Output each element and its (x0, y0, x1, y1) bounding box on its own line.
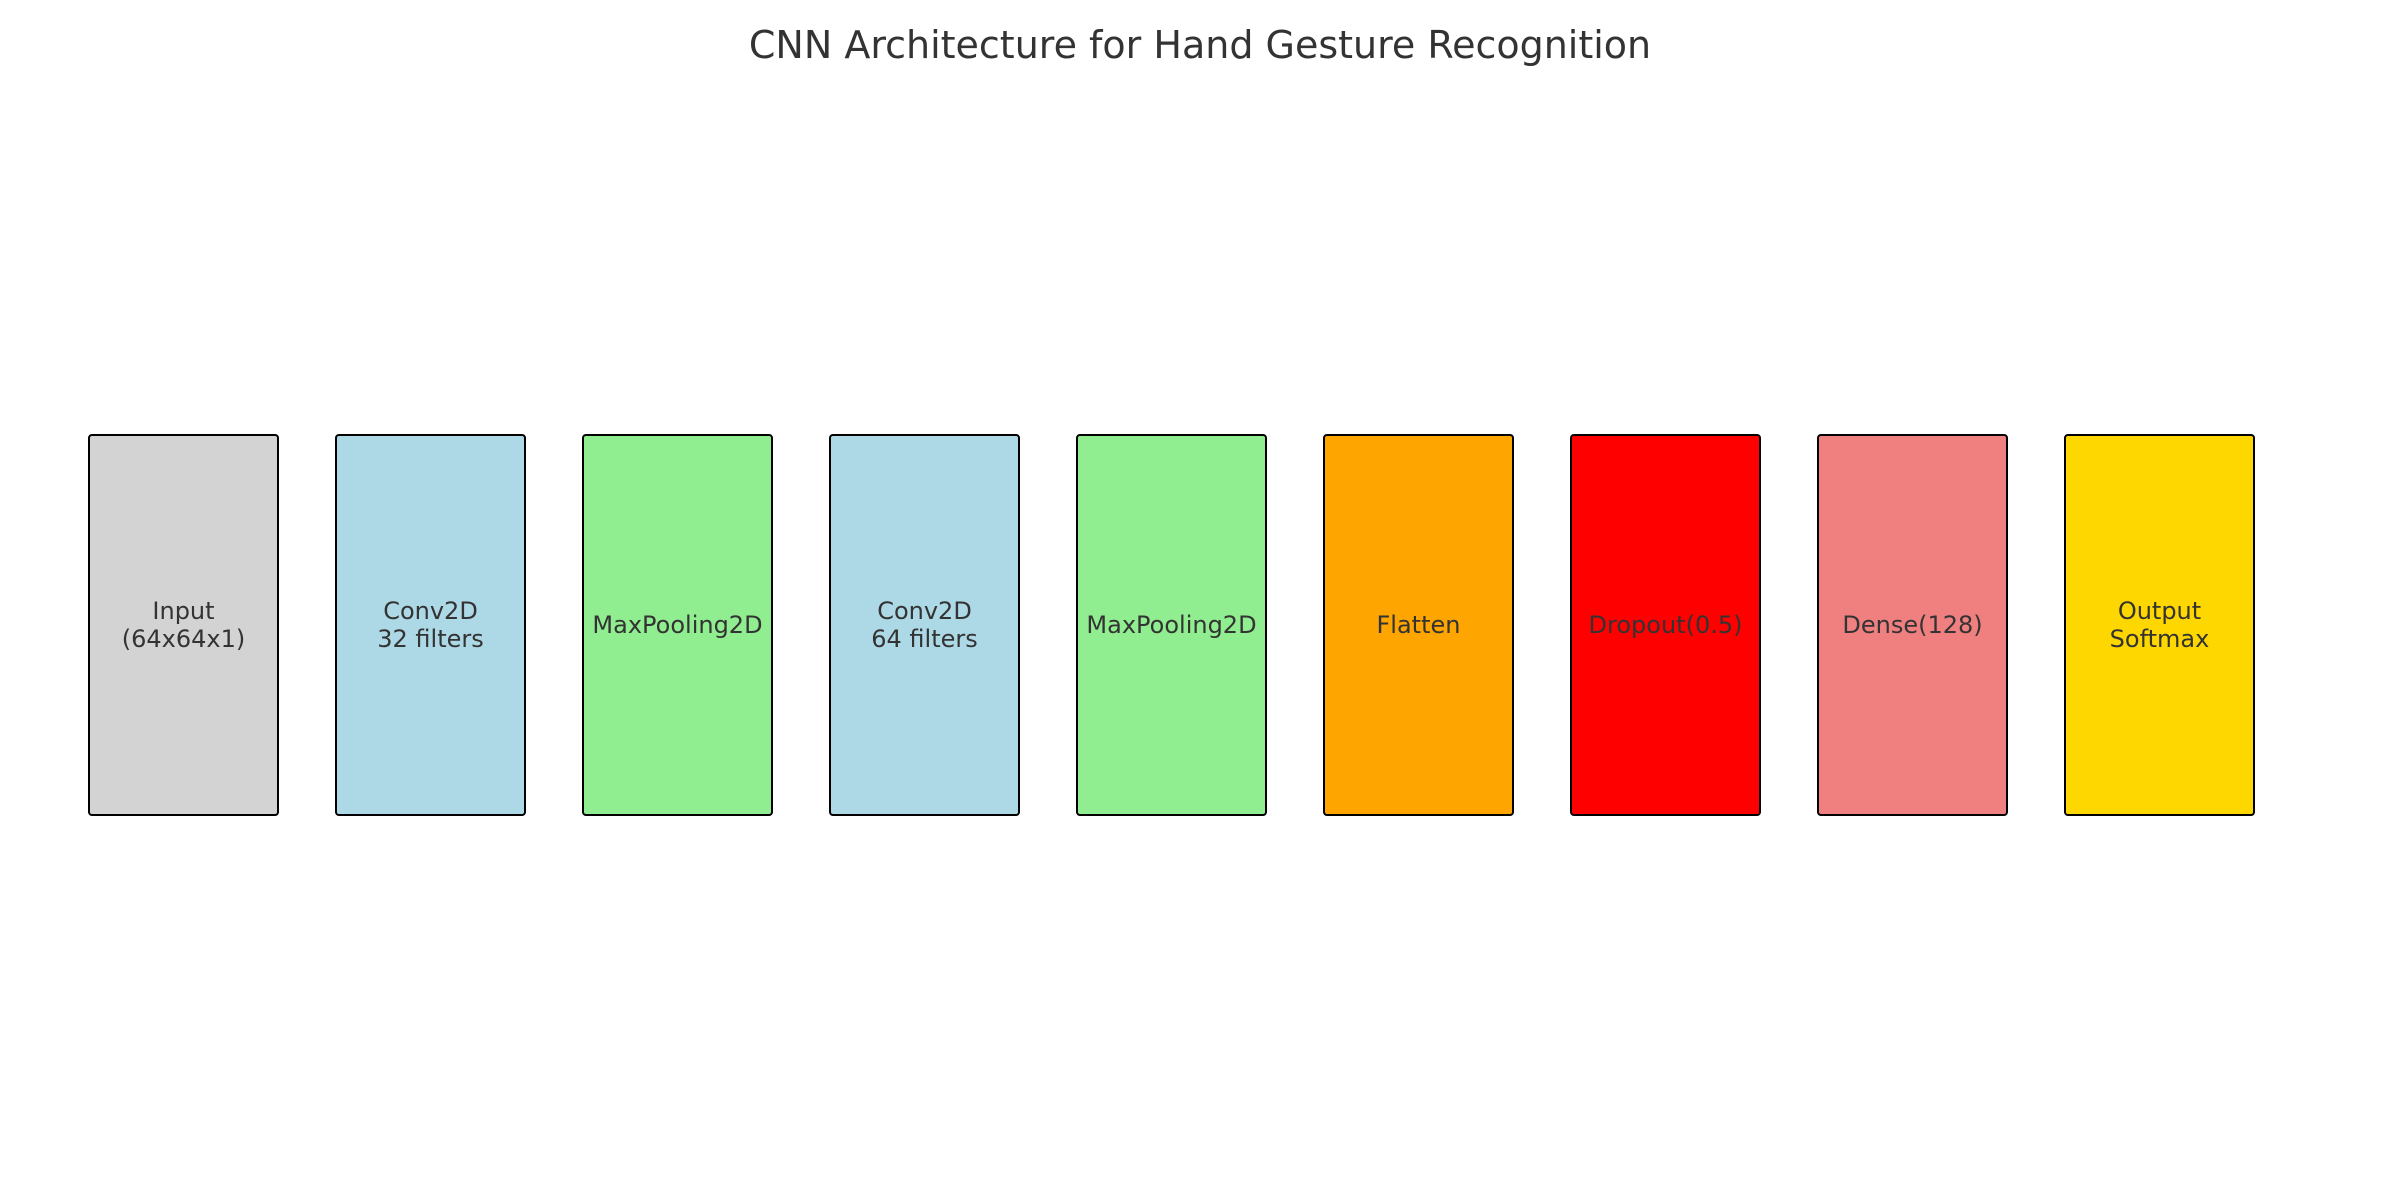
layer-block-dense: Dense(128) (1817, 434, 2008, 816)
diagram-title: CNN Architecture for Hand Gesture Recogn… (748, 23, 1652, 67)
layer-label: Dropout(0.5) (1588, 611, 1743, 639)
layer-label: MaxPooling2D (1086, 611, 1257, 639)
layer-block-conv2d-64: Conv2D 64 filters (829, 434, 1020, 816)
layer-label: MaxPooling2D (592, 611, 763, 639)
layer-label: Input (64x64x1) (121, 597, 246, 653)
layer-label: Conv2D 64 filters (871, 597, 978, 653)
layer-block-conv2d-32: Conv2D 32 filters (335, 434, 526, 816)
layer-block-output: Output Softmax (2064, 434, 2255, 816)
layer-label: Flatten (1376, 611, 1461, 639)
layer-label: Conv2D 32 filters (377, 597, 484, 653)
layer-block-maxpooling-1: MaxPooling2D (582, 434, 773, 816)
layer-block-input: Input (64x64x1) (88, 434, 279, 816)
layer-label: Output Softmax (2109, 597, 2210, 653)
layer-block-dropout: Dropout(0.5) (1570, 434, 1761, 816)
layer-block-flatten: Flatten (1323, 434, 1514, 816)
layer-block-maxpooling-2: MaxPooling2D (1076, 434, 1267, 816)
layer-label: Dense(128) (1842, 611, 1983, 639)
